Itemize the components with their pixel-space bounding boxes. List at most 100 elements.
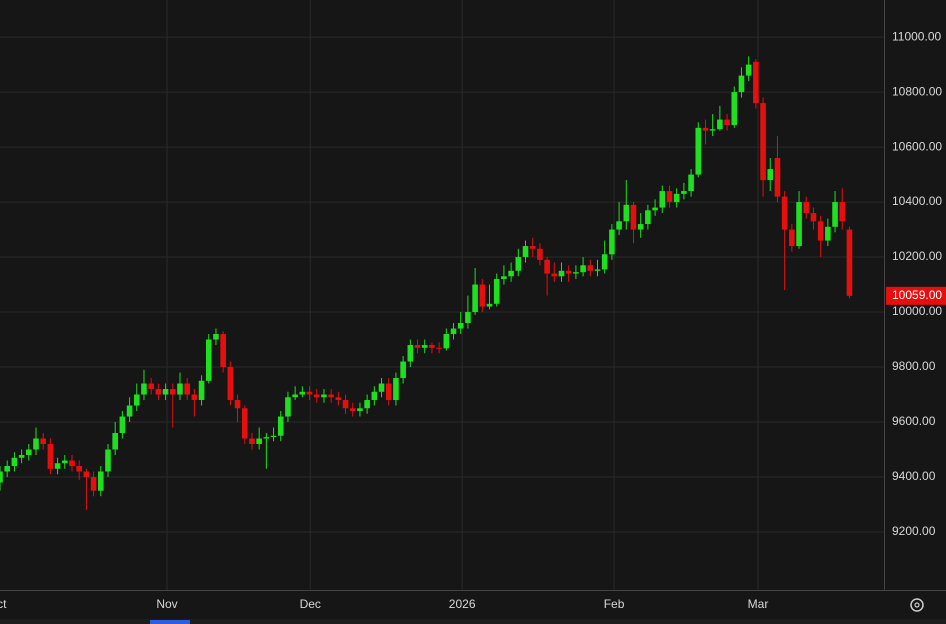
x-tick-label: Oct (0, 597, 7, 611)
candle-body (515, 257, 522, 271)
candle-body (270, 435, 277, 438)
toolbar-strip (0, 619, 946, 624)
last-price-label: 10059.00 (892, 288, 942, 302)
y-tick-label: 10600.00 (892, 139, 942, 153)
candle-body (796, 202, 802, 247)
candle-body (760, 103, 766, 181)
settings-icon-center[interactable] (914, 602, 920, 608)
candle-body (69, 460, 75, 467)
candle-body (673, 193, 680, 203)
settings-button[interactable] (910, 598, 924, 612)
toolbar-active[interactable] (150, 620, 190, 624)
candle-body (277, 416, 284, 436)
candle-body (141, 383, 147, 395)
candle-body (393, 378, 399, 401)
y-tick-label: 10000.00 (892, 304, 942, 318)
last-price-marker (886, 286, 946, 305)
candle-body (371, 391, 378, 401)
candle-body (508, 270, 514, 277)
candle-body (306, 391, 313, 395)
candle-body (191, 394, 198, 401)
candle-body (580, 265, 586, 273)
candle-body (385, 383, 392, 401)
candle-body (184, 383, 190, 395)
candle-body (825, 226, 831, 241)
candle-body (479, 284, 486, 307)
candle-body (4, 466, 10, 472)
candle-body (414, 345, 421, 348)
candle-body (709, 129, 716, 131)
x-tick-label: Dec (300, 597, 321, 611)
candle-body (133, 394, 140, 406)
candle-body (702, 127, 709, 131)
x-tick-label: Nov (156, 597, 177, 611)
candle-body (832, 202, 838, 227)
grid (0, 0, 884, 590)
candle-body (169, 389, 176, 395)
candle-body (522, 246, 529, 258)
candle-body (33, 438, 39, 450)
x-tick-label: Mar (748, 597, 769, 611)
candle-body (623, 204, 630, 222)
candle-body (234, 400, 241, 409)
candle-body (119, 416, 126, 434)
candle-body (292, 394, 298, 398)
y-tick-label: 11000.00 (892, 29, 941, 43)
candle-body (97, 471, 104, 491)
candle-body (587, 265, 594, 271)
x-tick-label: Feb (604, 597, 625, 611)
candle-body (126, 405, 133, 417)
candle-body (767, 169, 774, 181)
candle-body (364, 400, 370, 409)
candle-body (537, 248, 543, 260)
candle-body (378, 383, 385, 392)
candle-body (616, 221, 622, 230)
y-tick-label: 10800.00 (892, 84, 942, 98)
candle-body (328, 394, 334, 398)
candle-body (313, 394, 320, 398)
x-tick-label: 2026 (449, 597, 476, 611)
candle-body (177, 383, 183, 395)
candle-body (90, 477, 97, 491)
candle-body (501, 276, 507, 280)
candle-body (753, 61, 759, 104)
candle-body (105, 449, 111, 472)
y-tick-label: 9800.00 (892, 359, 936, 373)
candle-body (249, 438, 255, 445)
candle-body (407, 345, 414, 362)
candle-body (112, 433, 118, 450)
plot (0, 56, 853, 510)
candle-body (594, 269, 601, 271)
candle-body (457, 323, 464, 329)
candle-body (688, 174, 694, 192)
candle-body (400, 361, 406, 379)
candle-body (789, 229, 795, 247)
candle-body (637, 224, 644, 230)
candle-body (0, 471, 3, 483)
candle-body (421, 345, 428, 348)
candle-body (450, 328, 457, 335)
candle-body (220, 334, 226, 368)
candle-body (61, 460, 68, 464)
candle-body (731, 92, 738, 126)
candle-body (810, 213, 817, 222)
candle-body (839, 202, 846, 222)
y-tick-label: 9600.00 (892, 414, 936, 428)
candle-body (601, 254, 608, 270)
candle-body (551, 273, 558, 277)
candle-body (263, 437, 270, 439)
candle-body (695, 127, 702, 175)
candle-body (155, 389, 162, 395)
candle-body (76, 466, 82, 472)
candle-body (486, 303, 493, 307)
candle-body (681, 191, 687, 194)
candle-body (429, 345, 435, 348)
candle-body (436, 347, 442, 349)
y-tick-label: 9400.00 (892, 469, 936, 483)
candle-body (645, 210, 651, 225)
candle-body (349, 408, 356, 412)
candle-body (738, 75, 745, 93)
settings-icon[interactable] (910, 598, 924, 612)
candle-body (357, 408, 363, 412)
